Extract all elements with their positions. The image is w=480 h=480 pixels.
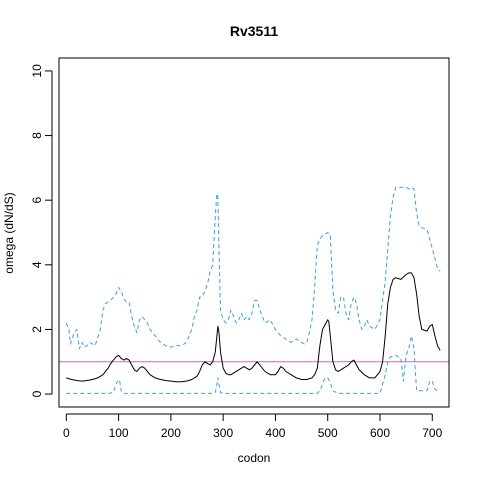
x-tick-label: 100 xyxy=(109,426,129,440)
series-layer xyxy=(59,186,449,394)
plot-frame xyxy=(58,57,450,408)
x-tick-label: 500 xyxy=(318,426,338,440)
x-tick-label: 600 xyxy=(370,426,390,440)
y-tick-label: 8 xyxy=(30,132,44,139)
y-tick-label: 6 xyxy=(30,197,44,204)
y-tick-label: 4 xyxy=(30,261,44,268)
y-tick-label: 0 xyxy=(30,390,44,397)
x-tick-label: 200 xyxy=(161,426,181,440)
x-tick-label: 400 xyxy=(265,426,285,440)
x-tick-label: 300 xyxy=(213,426,233,440)
y-tick-label: 10 xyxy=(30,64,44,78)
y-tick-label: 2 xyxy=(30,326,44,333)
series-line-lower xyxy=(66,335,441,394)
series-line-upper xyxy=(65,186,441,350)
x-tick-label: 700 xyxy=(422,426,442,440)
series-line-estimate xyxy=(66,272,441,383)
y-axis-label: omega (dN/dS) xyxy=(2,192,16,273)
chart-title: Rv3511 xyxy=(230,23,278,39)
x-axis-label: codon xyxy=(238,451,271,465)
x-tick-label: 0 xyxy=(63,426,70,440)
axes-layer: 0 100 200 300 400 500 600 700 0 2 4 6 8 10 xyxy=(30,64,443,440)
